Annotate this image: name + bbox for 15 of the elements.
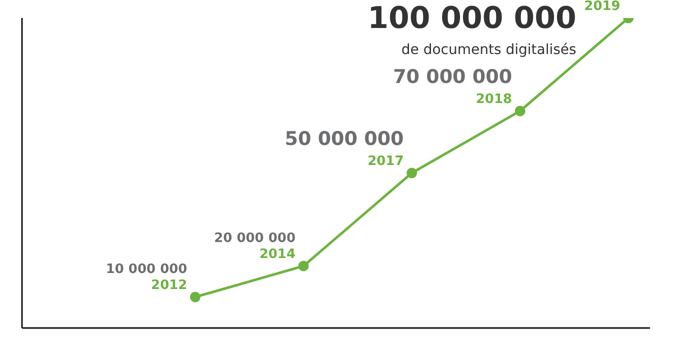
x-tick-label: 2017 <box>368 154 404 169</box>
data-label: 10 000 000 <box>106 262 188 277</box>
data-label: 100 000 000 <box>368 1 576 36</box>
point <box>406 168 418 178</box>
point <box>190 292 200 302</box>
data-label: 20 000 000 <box>214 231 296 246</box>
x-tick-label: 2018 <box>476 92 512 107</box>
data-label: 50 000 000 <box>284 128 404 150</box>
annotation: de documents digitalisés <box>401 42 576 58</box>
x-tick-label: 2014 <box>259 247 296 262</box>
point <box>298 260 309 272</box>
point <box>514 106 526 116</box>
x-tick-label: 2019 <box>584 0 620 14</box>
data-label: 70 000 000 <box>393 66 512 88</box>
x-tick-label: 2012 <box>151 278 188 293</box>
